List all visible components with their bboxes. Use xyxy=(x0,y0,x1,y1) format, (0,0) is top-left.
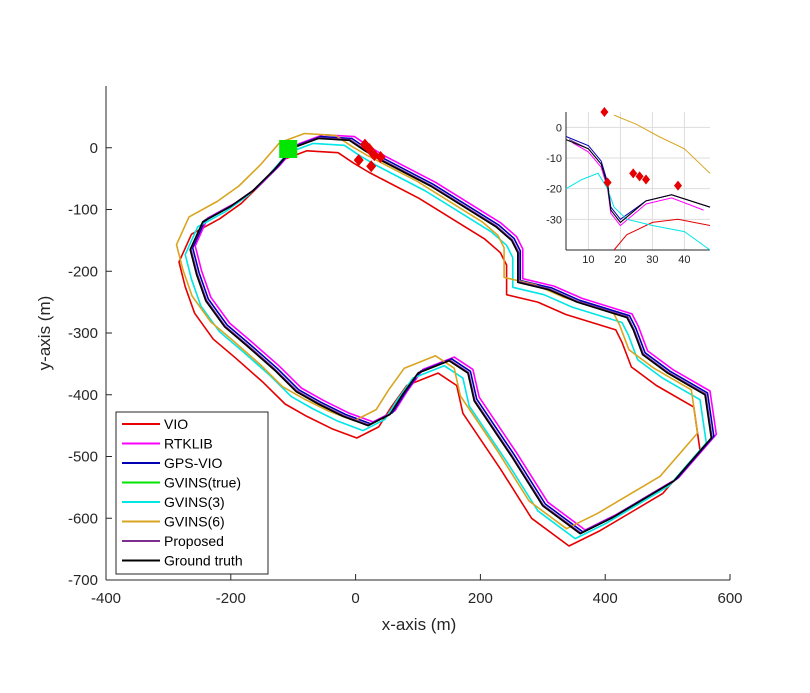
inset-x-tick-label: 30 xyxy=(646,254,658,266)
inset-diamond-marker xyxy=(635,171,644,182)
series-line xyxy=(175,132,699,530)
inset-background xyxy=(566,112,710,250)
series-line xyxy=(189,137,713,535)
y-tick-label: -500 xyxy=(68,449,98,466)
series-line xyxy=(178,150,701,547)
legend-label: Proposed xyxy=(164,533,224,549)
main-axes: -400 -200 0 200 400 6000-100-200-300-400-500-… xyxy=(68,86,743,607)
inset-diamond-marker xyxy=(600,107,609,117)
y-tick-label: -700 xyxy=(68,572,98,589)
x-tick-label: -200 xyxy=(216,590,246,607)
x-tick-label: -400 xyxy=(91,590,121,607)
y-tick-label: -300 xyxy=(68,325,98,342)
series-line xyxy=(184,142,708,540)
diamond-marker xyxy=(375,151,386,164)
series-line xyxy=(190,137,713,534)
start-marker xyxy=(279,139,298,158)
series-line xyxy=(194,134,718,531)
x-tick-label: 400 xyxy=(593,590,618,607)
series-line xyxy=(191,135,715,533)
inset-y-tick-label: -30 xyxy=(546,214,562,226)
inset-y-tick-label: -10 xyxy=(546,153,562,165)
legend-label: Ground truth xyxy=(164,553,243,569)
y-tick-label: -400 xyxy=(68,387,98,404)
x-tick-label: 0 xyxy=(351,590,359,607)
inset-series-line xyxy=(572,142,704,227)
legend-label: GVINS(3) xyxy=(164,494,225,510)
inset-series-line xyxy=(613,114,711,174)
inset-diamond-marker xyxy=(642,174,650,185)
diamond-marker xyxy=(366,160,377,173)
inset-x-tick-label: 20 xyxy=(614,254,626,266)
x-tick-label: 200 xyxy=(468,590,493,607)
inset-x-tick-label: 40 xyxy=(678,254,690,266)
inset-x-tick-label: 10 xyxy=(582,254,594,266)
legend: VIO RTKLIB GPS-VIO GVINS(true) GVINS(3) GVINS… xyxy=(115,411,269,575)
legend-label: RTKLIB xyxy=(164,436,213,452)
inset-diamond-marker xyxy=(629,168,638,179)
inset-diamond-marker xyxy=(674,180,682,191)
inset-series-line xyxy=(613,218,711,251)
y-tick-label: 0 xyxy=(90,140,98,157)
main-plot-area xyxy=(175,132,718,547)
inset-plot: 10 20 30 40 0 -10 -20 -30 xyxy=(546,107,711,266)
legend-box xyxy=(115,411,269,575)
y-axis-label: y-axis (m) xyxy=(35,296,54,371)
legend-label: VIO xyxy=(164,416,188,432)
inset-series-line xyxy=(565,139,711,224)
legend-label: GPS-VIO xyxy=(164,455,222,471)
y-tick-label: -600 xyxy=(68,510,98,527)
inset-y-tick-label: -20 xyxy=(546,184,562,196)
x-tick-label: 600 xyxy=(717,590,742,607)
y-tick-label: -200 xyxy=(68,263,98,280)
legend-label: GVINS(true) xyxy=(164,475,241,491)
inset-diamond-marker xyxy=(603,177,612,188)
inset-series-line xyxy=(565,172,711,251)
x-axis-label: x-axis (m) xyxy=(382,615,457,634)
diamond-marker xyxy=(353,154,364,167)
diamond-marker xyxy=(364,142,375,155)
y-tick-label: -100 xyxy=(68,202,98,219)
legend-label: GVINS(6) xyxy=(164,514,225,530)
inset-y-tick-label: 0 xyxy=(556,122,562,134)
